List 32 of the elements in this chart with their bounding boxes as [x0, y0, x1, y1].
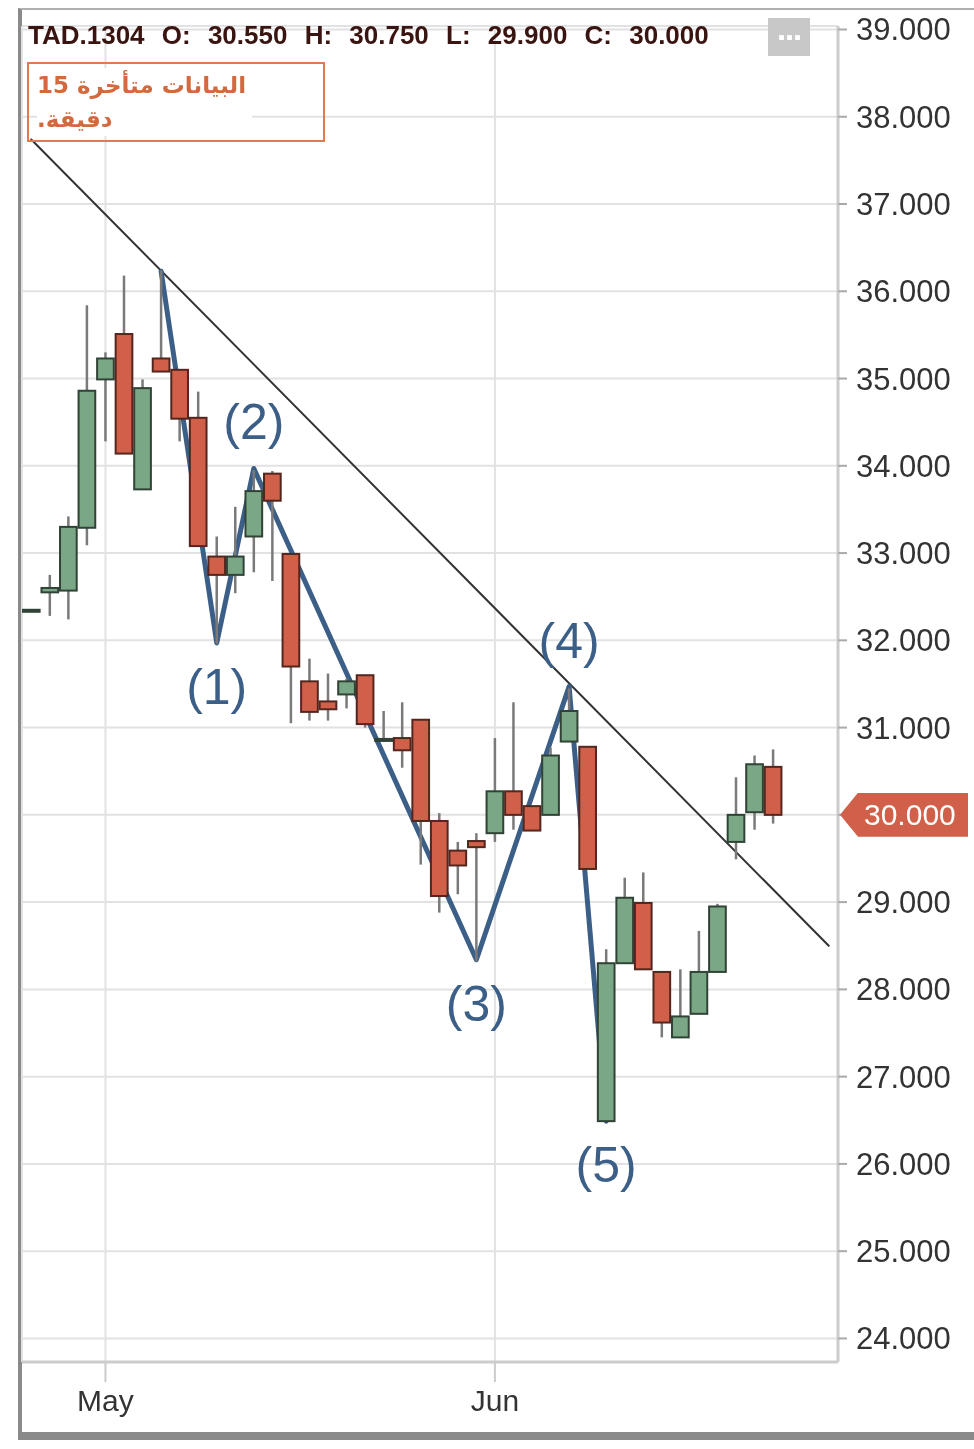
- annotation: البيانات متأخرة 15 دقيقة.: [37, 68, 252, 136]
- annotation: (1): [186, 658, 248, 715]
- annotation: (2): [223, 394, 285, 451]
- y-tick-label: 27.000: [856, 1059, 951, 1095]
- annotation: (4): [538, 612, 600, 669]
- y-tick-label: 35.000: [856, 361, 951, 397]
- y-tick-label: 37.000: [856, 187, 951, 223]
- y-tick-label: 33.000: [856, 536, 951, 572]
- text: 30.000: [864, 796, 956, 833]
- candlestick: [207, 535, 227, 646]
- y-tick-label: 29.000: [856, 885, 951, 921]
- x-tick-label: May: [77, 1384, 134, 1418]
- y-tick-label: 25.000: [856, 1234, 951, 1270]
- x-tick-label: Jun: [470, 1384, 520, 1418]
- y-tick-label: 36.000: [856, 274, 951, 310]
- y-tick-label: 31.000: [856, 710, 951, 746]
- y-tick-label: 28.000: [856, 972, 951, 1008]
- candlestick: [374, 709, 393, 742]
- chart-title: TAD.1304 O: 30.550 H: 30.750 L: 29.900 C: 30.000: [28, 19, 709, 51]
- y-tick-label: 39.000: [856, 12, 951, 48]
- candlestick: [96, 351, 115, 443]
- y-tick-label: 26.000: [856, 1146, 951, 1182]
- candlestick: [225, 505, 245, 595]
- annotation: (3): [445, 975, 507, 1032]
- y-tick-label: 34.000: [856, 448, 951, 484]
- candlestick: [671, 968, 690, 1039]
- y-tick-label: 32.000: [856, 623, 951, 659]
- y-tick-label: 24.000: [856, 1321, 951, 1357]
- candlestick: [467, 831, 486, 963]
- y-tick-label: 38.000: [856, 99, 951, 135]
- candlestick: [337, 677, 356, 710]
- annotation: (5): [575, 1137, 637, 1194]
